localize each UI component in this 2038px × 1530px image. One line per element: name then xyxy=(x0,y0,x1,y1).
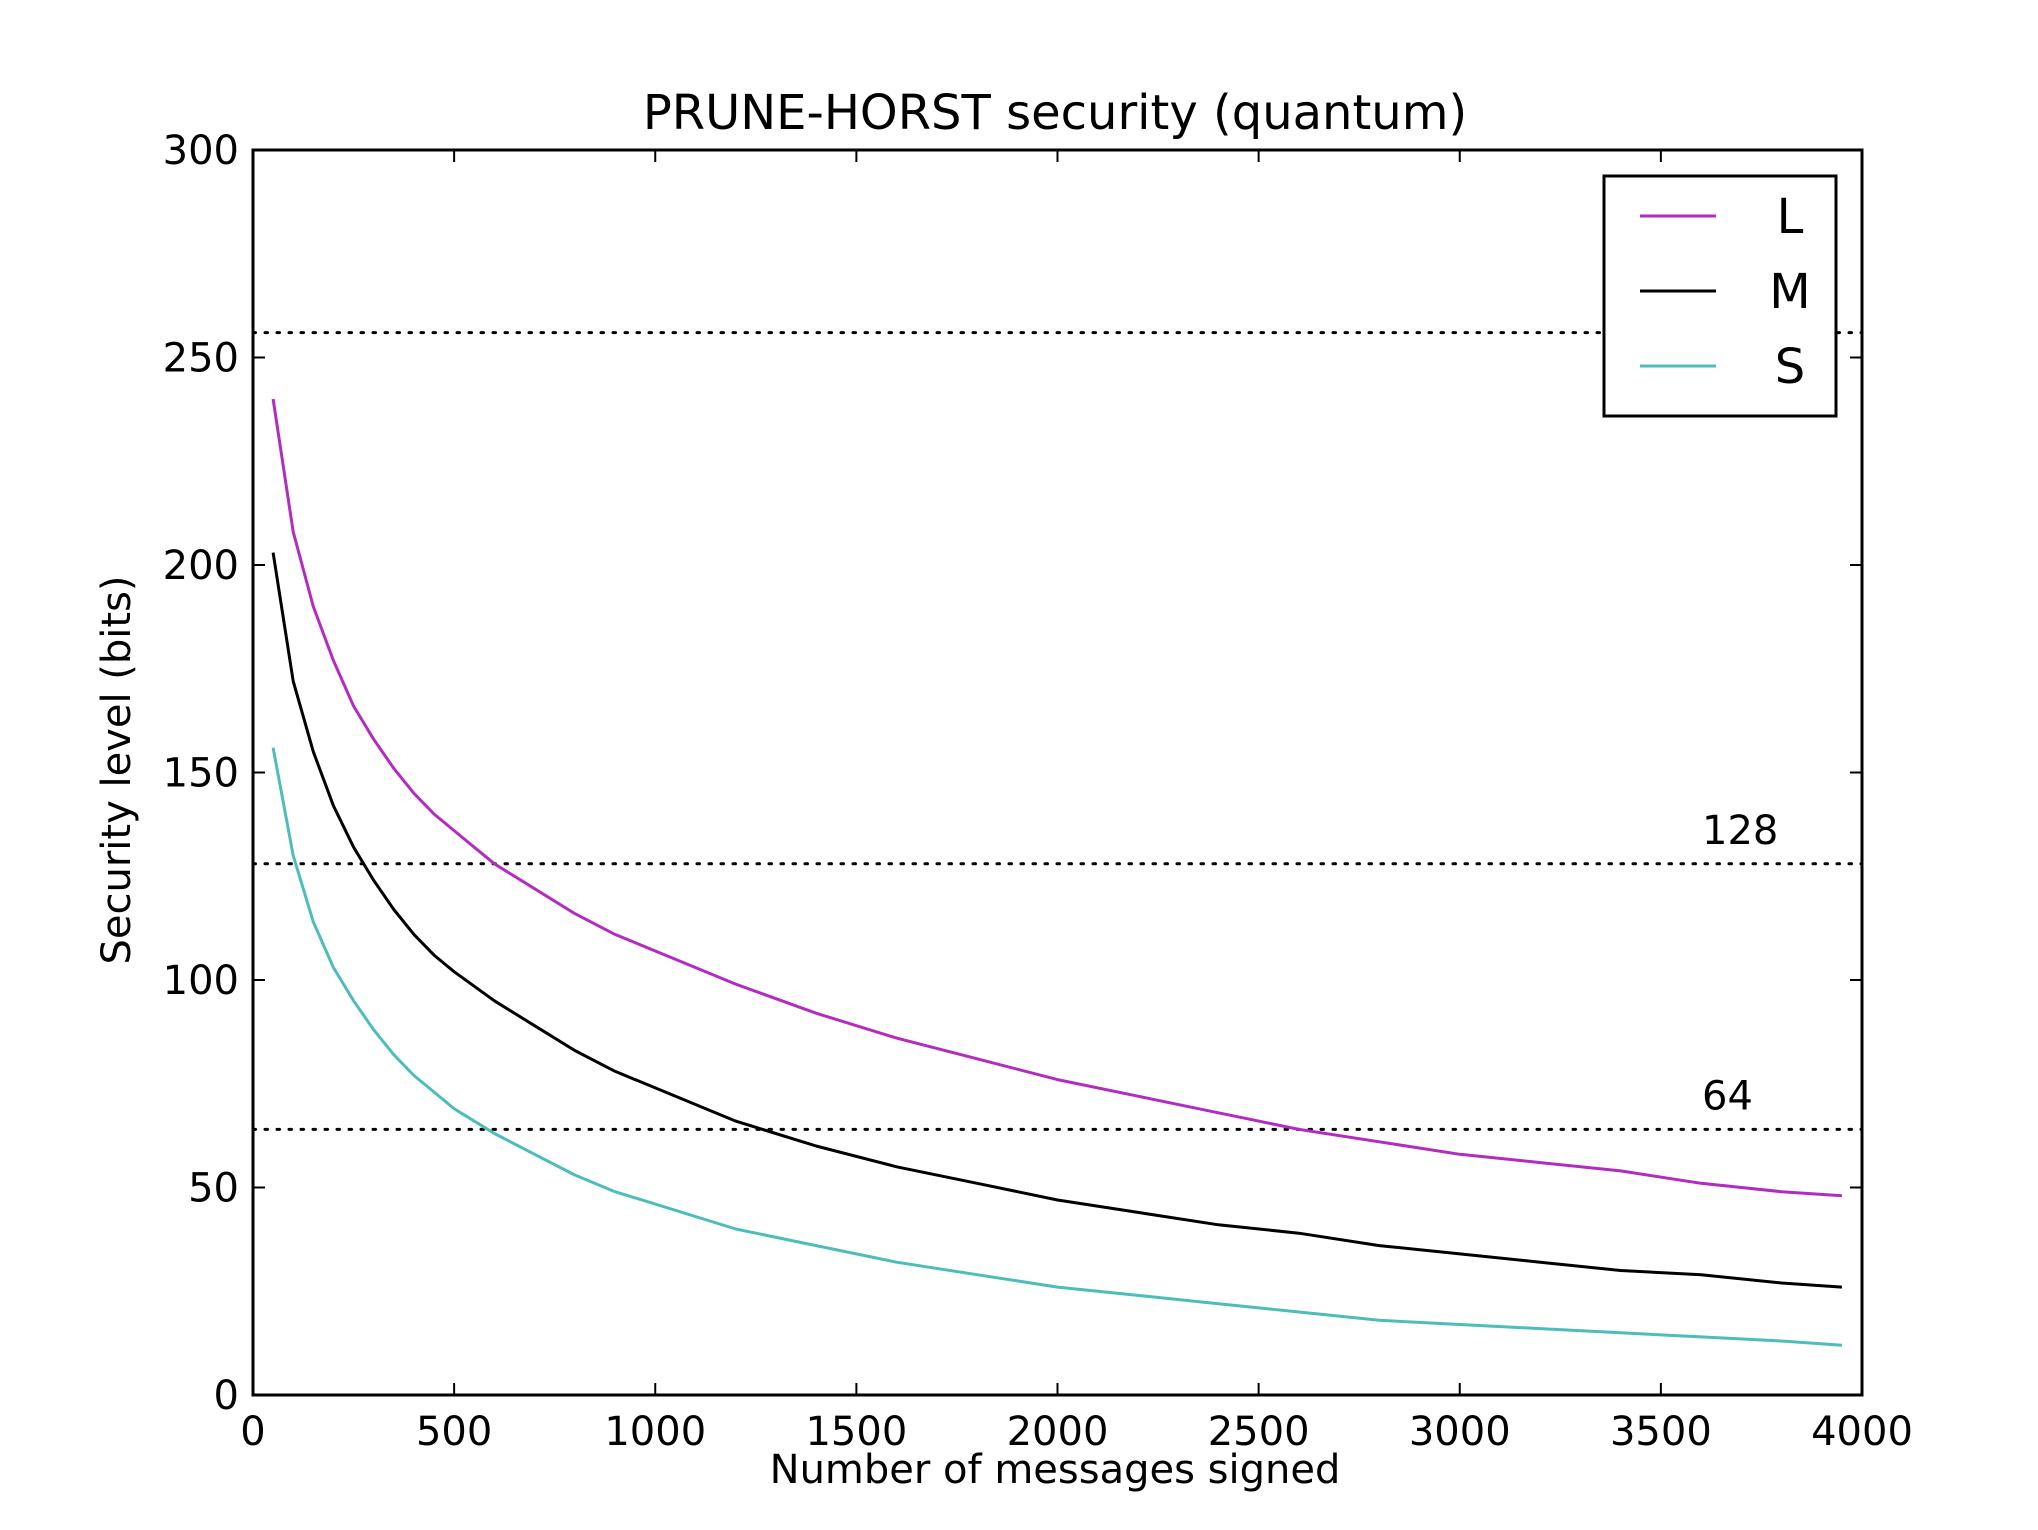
legend-label-S: S xyxy=(1775,339,1805,395)
y-tick-label-50: 50 xyxy=(188,1166,239,1212)
y-tick-label-100: 100 xyxy=(163,958,239,1004)
series-line-M xyxy=(271,552,1843,1289)
x-tick-label-500: 500 xyxy=(416,1409,492,1455)
x-tick-label-2500: 2500 xyxy=(1208,1409,1310,1455)
y-axis-label: Security level (bits) xyxy=(94,575,140,964)
x-tick-label-3500: 3500 xyxy=(1610,1409,1712,1455)
legend-label-L: L xyxy=(1777,189,1804,245)
x-tick-label-3000: 3000 xyxy=(1409,1409,1511,1455)
y-tick-label-0: 0 xyxy=(214,1373,239,1419)
series-line-L xyxy=(271,398,1843,1198)
x-tick-label-1500: 1500 xyxy=(805,1409,907,1455)
legend: LMS xyxy=(1602,174,1838,418)
x-axis-label: Number of messages signed xyxy=(770,1447,1341,1493)
x-tick-label-2000: 2000 xyxy=(1007,1409,1109,1455)
chart-title: PRUNE-HORST security (quantum) xyxy=(643,85,1467,141)
reference-label-128: 128 xyxy=(1702,808,1778,854)
y-tick-label-250: 250 xyxy=(163,336,239,382)
y-tick-label-150: 150 xyxy=(163,751,239,797)
legend-label-M: M xyxy=(1769,264,1810,320)
reference-label-64: 64 xyxy=(1702,1073,1753,1119)
x-tick-label-0: 0 xyxy=(240,1409,265,1455)
y-tick-label-200: 200 xyxy=(163,543,239,589)
x-tick-label-1000: 1000 xyxy=(604,1409,706,1455)
plot-area: 128 64 0 500 1000 1500 2000 2500 3000 3500 4000 0 50… xyxy=(163,128,1913,1455)
x-tick-label-4000: 4000 xyxy=(1811,1409,1913,1455)
series-line-S xyxy=(271,747,1843,1347)
y-tick-label-300: 300 xyxy=(163,128,239,174)
